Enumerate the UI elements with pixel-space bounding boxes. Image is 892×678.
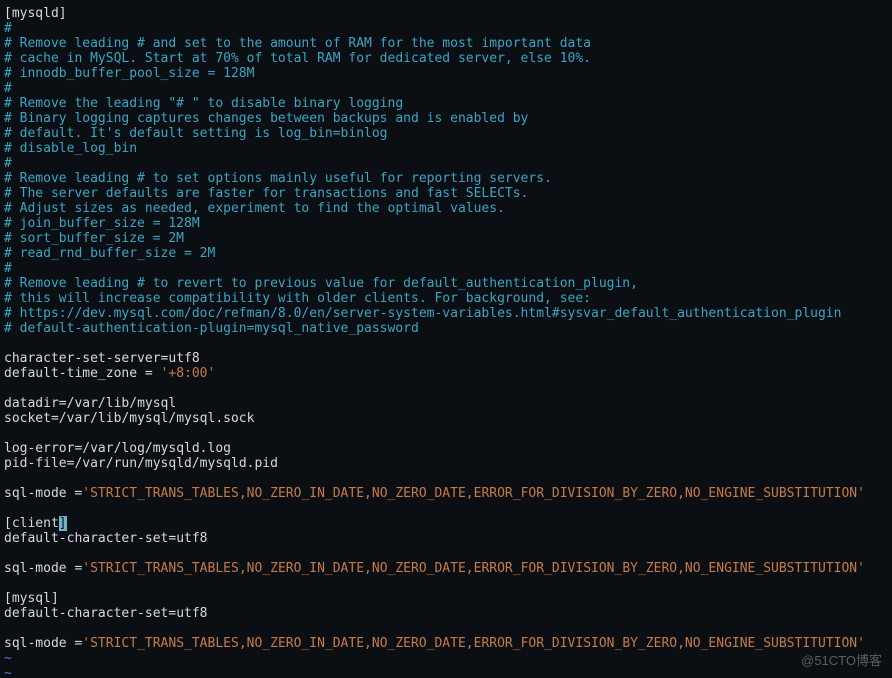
section-header: [client]	[4, 516, 67, 531]
config-file-editor[interactable]: [mysqld] # # Remove leading # and set to…	[0, 0, 892, 678]
config-value: /var/run/mysqld/mysqld.pid	[74, 456, 278, 471]
config-key: default-time_zone	[4, 366, 137, 381]
comment-line: # Remove leading # to revert to previous…	[4, 276, 638, 291]
comment-line: # Remove the leading "# " to disable bin…	[4, 96, 403, 111]
comment-line: # sort_buffer_size = 2M	[4, 231, 184, 246]
config-string: 'STRICT_TRANS_TABLES,NO_ZERO_IN_DATE,NO_…	[82, 636, 865, 651]
config-value: /var/log/mysqld.log	[82, 441, 231, 456]
config-key: datadir	[4, 396, 59, 411]
config-value: /var/lib/mysql/mysql.sock	[59, 411, 255, 426]
comment-line: # Remove leading # to set options mainly…	[4, 171, 552, 186]
config-key: default-character-set	[4, 606, 168, 621]
config-sep: =	[67, 561, 83, 576]
config-value: utf8	[176, 606, 207, 621]
comment-line: #	[4, 156, 12, 171]
config-key: socket	[4, 411, 51, 426]
comment-line: # this will increase compatibility with …	[4, 291, 591, 306]
eob-tilde: ~	[4, 651, 12, 666]
comment-line: #	[4, 81, 12, 96]
config-string: '+8:00'	[161, 366, 216, 381]
config-sep: =	[51, 411, 59, 426]
config-string: 'STRICT_TRANS_TABLES,NO_ZERO_IN_DATE,NO_…	[82, 561, 865, 576]
comment-line: # The server defaults are faster for tra…	[4, 186, 528, 201]
comment-line: # Binary logging captures changes betwee…	[4, 111, 528, 126]
config-key: sql-mode	[4, 486, 67, 501]
comment-line: # disable_log_bin	[4, 141, 137, 156]
config-value: /var/lib/mysql	[67, 396, 177, 411]
comment-line: # https://dev.mysql.com/doc/refman/8.0/e…	[4, 306, 841, 321]
config-sep: =	[67, 486, 83, 501]
comment-line: # default-authentication-plugin=mysql_na…	[4, 321, 419, 336]
comment-line: # cache in MySQL. Start at 70% of total …	[4, 51, 591, 66]
config-key: log-error	[4, 441, 74, 456]
comment-line: # Remove leading # and set to the amount…	[4, 36, 591, 51]
config-key: default-character-set	[4, 531, 168, 546]
cursor: ]	[59, 516, 67, 531]
comment-line: # read_rnd_buffer_size = 2M	[4, 246, 215, 261]
comment-line: # innodb_buffer_pool_size = 128M	[4, 66, 254, 81]
config-value: utf8	[168, 351, 199, 366]
comment-line: # join_buffer_size = 128M	[4, 216, 200, 231]
config-sep: =	[67, 636, 83, 651]
config-key: sql-mode	[4, 561, 67, 576]
config-key: sql-mode	[4, 636, 67, 651]
config-key: character-set-server	[4, 351, 161, 366]
config-sep: =	[137, 366, 160, 381]
config-sep: =	[59, 396, 67, 411]
section-header: [mysql]	[4, 591, 59, 606]
comment-line: # Adjust sizes as needed, experiment to …	[4, 201, 505, 216]
config-key: pid-file	[4, 456, 67, 471]
comment-line: #	[4, 261, 12, 276]
config-string: 'STRICT_TRANS_TABLES,NO_ZERO_IN_DATE,NO_…	[82, 486, 865, 501]
eob-tilde: ~	[4, 666, 12, 678]
config-value: utf8	[176, 531, 207, 546]
comment-line: # default. It's default setting is log_b…	[4, 126, 388, 141]
section-header: [mysqld]	[4, 6, 67, 21]
comment-line: #	[4, 21, 12, 36]
